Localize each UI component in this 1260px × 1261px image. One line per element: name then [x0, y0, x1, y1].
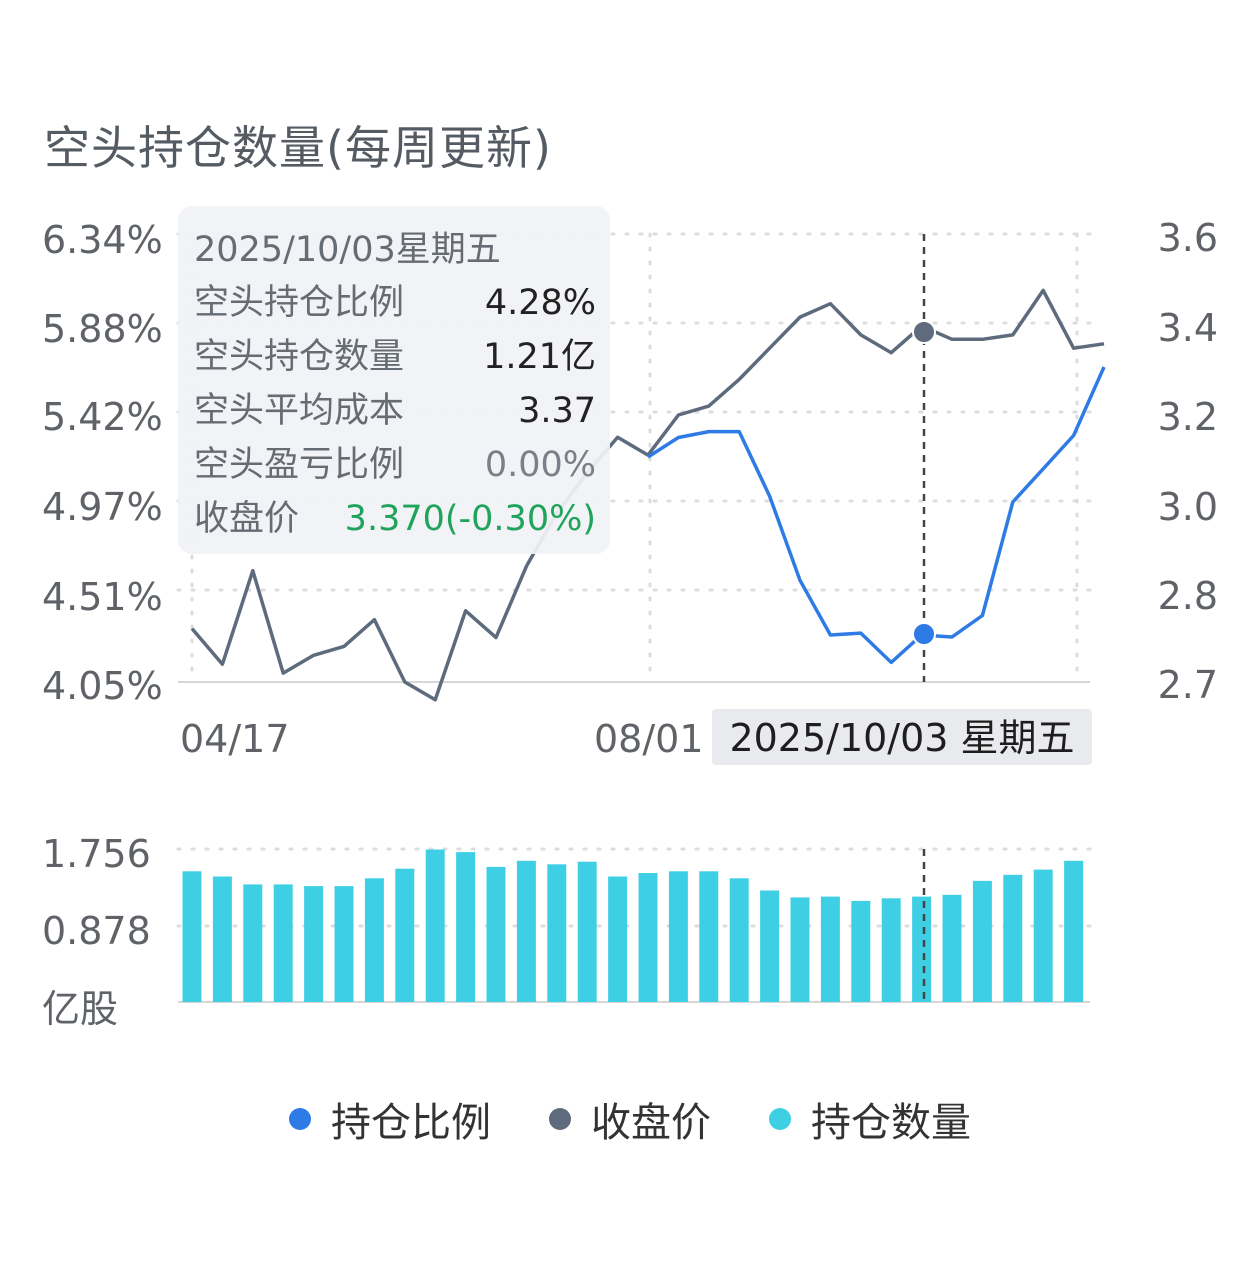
bar [668, 871, 688, 1002]
bar [942, 894, 962, 1002]
right-axis-tick: 3.6 [1158, 216, 1218, 260]
bar [972, 880, 992, 1002]
bar [425, 849, 445, 1002]
x-axis-tick: 04/17 [180, 717, 290, 761]
bar-axis-tick: 0.878 [42, 909, 151, 953]
tooltip-value: 4.28% [484, 283, 596, 323]
bar [820, 896, 840, 1002]
right-axis-tick: 2.8 [1158, 574, 1218, 618]
legend-label: 收盘价 [591, 1100, 711, 1146]
x-axis-tick: 08/01 [594, 717, 704, 761]
bar-axis-tick: 1.756 [42, 832, 151, 876]
tooltip-label: 收盘价 [194, 499, 300, 539]
bar [516, 860, 536, 1002]
legend-dot-icon [769, 1108, 791, 1130]
tooltip-row-quantity: 空头持仓数量 1.21亿 [194, 330, 596, 384]
left-axis-tick: 5.88% [42, 307, 163, 351]
bar-axis-unit: 亿股 [42, 987, 118, 1031]
left-axis-tick: 6.34% [42, 218, 163, 262]
bar [182, 871, 202, 1002]
tooltip-row-pnl: 空头盈亏比例 0.00% [194, 438, 596, 492]
bar [760, 890, 780, 1002]
tooltip-value: 1.21亿 [483, 337, 596, 377]
tooltip-row-ratio: 空头持仓比例 4.28% [194, 276, 596, 330]
legend-dot-icon [549, 1108, 571, 1130]
bar [577, 861, 597, 1002]
bar [881, 898, 901, 1002]
tooltip: 2025/10/03星期五 空头持仓比例 4.28% 空头持仓数量 1.21亿 … [178, 206, 610, 554]
bar [243, 884, 263, 1002]
legend-label: 持仓数量 [811, 1100, 971, 1146]
right-axis-tick: 3.4 [1158, 306, 1218, 350]
bar [334, 886, 354, 1002]
tooltip-label: 空头持仓数量 [194, 337, 405, 377]
tooltip-label: 空头持仓比例 [194, 283, 405, 323]
tooltip-value: 3.37 [518, 391, 596, 431]
tooltip-label: 空头盈亏比例 [194, 445, 405, 485]
bar [1003, 874, 1023, 1002]
bar [608, 876, 628, 1002]
tooltip-date: 2025/10/03星期五 [194, 230, 501, 270]
bar [212, 876, 232, 1002]
bar [912, 896, 932, 1002]
right-axis-tick: 2.7 [1158, 663, 1218, 707]
left-axis-tick: 4.51% [42, 575, 163, 619]
bar [395, 868, 415, 1002]
highlight-point-ratio [912, 622, 936, 646]
x-axis-highlight-label: 2025/10/03 星期五 [712, 709, 1092, 765]
bar [790, 897, 810, 1002]
bar [304, 886, 324, 1002]
left-axis-tick: 4.05% [42, 664, 163, 708]
series-line-ratio [647, 366, 1106, 665]
legend-item-close[interactable]: 收盘价 [549, 1090, 711, 1148]
tooltip-value: 0.00% [484, 445, 596, 485]
bar [1064, 860, 1084, 1002]
chart-title: 空头持仓数量(每周更新) [44, 121, 552, 175]
bar [851, 900, 871, 1002]
bar [1033, 869, 1053, 1002]
left-axis-tick: 4.97% [42, 485, 163, 529]
left-axis-tick: 5.42% [42, 395, 163, 439]
legend-label: 持仓比例 [331, 1100, 491, 1146]
bar [699, 871, 719, 1002]
legend-dot-icon [289, 1108, 311, 1130]
legend: 持仓比例 收盘价 持仓数量 [0, 1090, 1260, 1148]
bar [638, 873, 658, 1002]
bar [273, 884, 293, 1002]
bar [456, 852, 476, 1002]
tooltip-row-cost: 空头平均成本 3.37 [194, 384, 596, 438]
right-axis-tick: 3.0 [1158, 485, 1218, 529]
bar [486, 866, 506, 1002]
bar [364, 878, 384, 1002]
highlight-point-close [912, 320, 936, 344]
legend-item-quantity[interactable]: 持仓数量 [769, 1090, 971, 1148]
tooltip-row-close: 收盘价 3.370(-0.30%) [194, 492, 596, 546]
bar [547, 864, 567, 1002]
tooltip-label: 空头平均成本 [194, 391, 405, 431]
right-axis-tick: 3.2 [1158, 395, 1218, 439]
legend-item-ratio[interactable]: 持仓比例 [289, 1090, 491, 1148]
bar [729, 878, 749, 1002]
tooltip-value: 3.370(-0.30%) [344, 499, 596, 539]
